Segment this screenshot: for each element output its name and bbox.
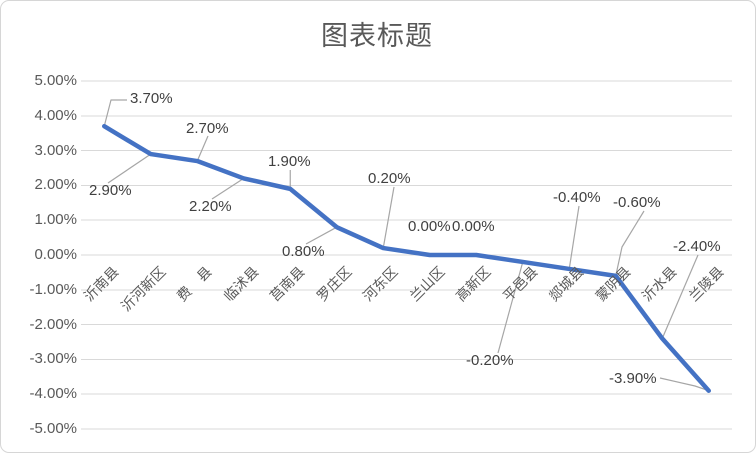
y-tick-label: -1.00% bbox=[29, 280, 77, 298]
leader-line bbox=[382, 186, 395, 249]
label-leader-lines bbox=[103, 99, 709, 392]
data-label: -3.90% bbox=[609, 370, 657, 387]
series-line[interactable] bbox=[102, 123, 711, 393]
y-tick-label: -3.00% bbox=[29, 350, 77, 368]
y-tick-label: -4.00% bbox=[29, 385, 77, 403]
data-label: -0.20% bbox=[466, 352, 514, 369]
data-label: 1.90% bbox=[268, 153, 311, 170]
y-tick-label: 1.00% bbox=[34, 211, 77, 229]
data-label: 2.90% bbox=[89, 182, 132, 199]
leader-line bbox=[196, 135, 209, 162]
data-label: 0.00% bbox=[452, 218, 495, 235]
y-tick-label: -2.00% bbox=[29, 315, 77, 333]
leader-line bbox=[661, 254, 699, 339]
leader-line bbox=[103, 99, 127, 127]
chart-title[interactable]: 图表标题 bbox=[321, 21, 433, 51]
data-label: 3.70% bbox=[130, 90, 173, 107]
data-label: 2.70% bbox=[186, 120, 229, 137]
data-label: -0.60% bbox=[613, 194, 661, 211]
y-tick-label: 5.00% bbox=[34, 72, 77, 89]
data-label: 0.20% bbox=[368, 170, 411, 187]
leader-line bbox=[211, 177, 245, 200]
y-tick-label: 3.00% bbox=[34, 141, 77, 159]
y-tick-label: 2.00% bbox=[34, 176, 77, 194]
leader-line bbox=[659, 377, 709, 392]
leader-line bbox=[615, 210, 645, 277]
leader-line bbox=[497, 261, 524, 354]
data-label: -2.40% bbox=[673, 238, 721, 255]
y-tick-label: 4.00% bbox=[34, 106, 77, 124]
data-label: 0.80% bbox=[282, 243, 325, 260]
y-tick-label: -5.00% bbox=[29, 420, 77, 437]
leader-line bbox=[568, 205, 580, 269]
data-label: 2.20% bbox=[189, 198, 232, 215]
leader-line bbox=[305, 226, 338, 245]
gridlines bbox=[81, 80, 732, 430]
y-tick-label: 0.00% bbox=[34, 246, 77, 263]
data-label: -0.40% bbox=[553, 189, 601, 206]
leader-line bbox=[107, 153, 152, 184]
data-label: 0.00% bbox=[408, 218, 451, 235]
